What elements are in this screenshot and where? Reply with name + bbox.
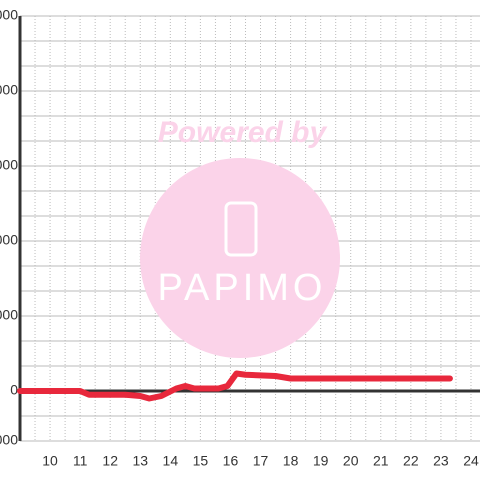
y-tick-label: 60,000 (0, 232, 18, 248)
x-tick-label: 23 (433, 453, 449, 469)
x-tick-label: 11 (73, 453, 88, 469)
x-tick-label: 17 (253, 453, 269, 469)
y-tick-label: 150,000 (0, 7, 18, 23)
y-tick-label: 0 (10, 382, 18, 398)
y-tick-label: 90,000 (0, 157, 18, 173)
watermark-text: Powered by (158, 116, 328, 149)
x-tick-label: 20 (343, 453, 359, 469)
x-tick-label: 24 (463, 453, 479, 469)
watermark-icon (224, 201, 258, 257)
watermark-logo: PAPIMO (158, 267, 327, 309)
x-tick-label: 21 (373, 453, 389, 469)
x-tick-label: 16 (223, 453, 239, 469)
x-tick-label: 19 (313, 453, 329, 469)
y-tick-label: 120,000 (0, 82, 18, 98)
x-tick-label: 18 (283, 453, 299, 469)
x-tick-label: 12 (102, 453, 118, 469)
x-tick-label: 15 (193, 453, 209, 469)
y-tick-label: -20,000 (0, 432, 18, 448)
x-tick-label: 13 (132, 453, 148, 469)
line-series (17, 370, 453, 402)
x-tick-label: 14 (163, 453, 179, 469)
watermark-circle (140, 158, 340, 358)
y-tick-label: 30,000 (0, 307, 18, 323)
x-tick-label: 10 (42, 453, 58, 469)
x-tick-label: 22 (403, 453, 419, 469)
